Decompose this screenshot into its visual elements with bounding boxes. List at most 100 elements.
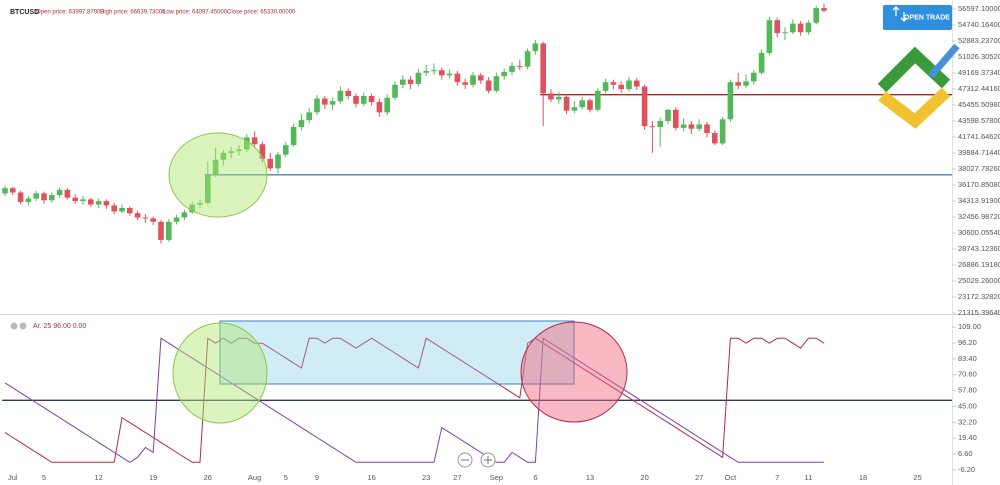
y-tick-label: -6.20 (958, 465, 975, 474)
logo-yellow (878, 87, 951, 129)
highlight-box (219, 320, 575, 385)
open-trade-button[interactable]: OPEN TRADE (883, 5, 952, 30)
low-price: Low price: 64097.45000 (163, 10, 228, 16)
candle-body (813, 8, 819, 23)
candle-body (540, 43, 546, 94)
candle-body (618, 84, 624, 90)
close-price: Close price: 65330.00000 (227, 10, 296, 16)
candle-body (290, 127, 297, 146)
close-icon[interactable] (19, 322, 27, 330)
candle-body (322, 98, 328, 105)
y-tick-label: 32.20 (958, 417, 977, 426)
header: BTCUSD Open price: 63997.87000 High pric… (10, 9, 296, 16)
x-tick-label: 19 (149, 473, 157, 482)
candle-body (353, 96, 359, 104)
x-tick-label: 13 (586, 473, 594, 482)
candle-body (751, 72, 757, 82)
candle-body (556, 96, 562, 100)
candle-body (329, 101, 336, 105)
y-tick-label: 51026.30520 (958, 52, 1000, 61)
candle-body (205, 175, 211, 203)
y-tick-label: 21315.39640 (958, 308, 1000, 317)
candle-body (212, 159, 219, 176)
candle-body (10, 188, 16, 193)
y-tick-label: 26886.19180 (958, 260, 1000, 269)
candle-body (314, 98, 320, 113)
y-tick-label: 47312.44160 (958, 84, 1000, 93)
candle-body (95, 201, 102, 205)
candle-body (415, 72, 422, 84)
settings-icon[interactable] (10, 322, 18, 330)
x-tick-label: 27 (453, 473, 461, 482)
candle-body (80, 199, 86, 202)
x-tick-label: 16 (367, 473, 375, 482)
candle-body (563, 96, 570, 111)
candle-body (696, 124, 702, 129)
candle-body (134, 213, 141, 218)
x-tick-label: 5 (284, 473, 288, 482)
marks: 56597.10000 54740.16400 52883.23700 51026.3… (2, 3, 1000, 482)
candle-body (2, 188, 8, 194)
x-tick-label: 27 (695, 473, 703, 482)
candle-body (56, 189, 63, 196)
candle-body (345, 90, 351, 97)
y-tick-label: 83.40 (958, 354, 977, 363)
candle-body (150, 218, 156, 222)
candle-body (758, 52, 765, 73)
candle-body (400, 79, 406, 85)
candle-body (119, 208, 125, 212)
candle-body (283, 145, 289, 155)
high-price: High price: 66639.73000 (100, 10, 166, 16)
candle-body (735, 82, 741, 86)
candle-body (25, 198, 32, 202)
candle-body (384, 97, 390, 113)
y-tick-label: 39884.71440 (958, 148, 1000, 157)
candle-body (649, 126, 656, 128)
indicator-line (4, 337, 825, 463)
candle-body (774, 20, 780, 34)
y-tick-label: 34313.91900 (958, 196, 1000, 205)
zoom-controls (457, 452, 496, 468)
candle-body (17, 192, 24, 202)
candle-body (493, 76, 500, 91)
candle-body (88, 199, 94, 205)
logo-blue (928, 43, 960, 79)
candle-body (454, 73, 461, 83)
x-tick-label: 25 (913, 473, 921, 482)
candle-body (712, 133, 718, 144)
button-bg[interactable] (883, 5, 952, 30)
candle-body (517, 65, 523, 67)
candle-body (673, 109, 679, 128)
y-tick-label: 56597.10000 (958, 4, 1000, 13)
y-tick-label: 109.00 (958, 322, 981, 331)
candle-body (532, 43, 539, 52)
candle-body (657, 120, 663, 128)
candle-body (704, 124, 710, 134)
candle-body (610, 82, 617, 85)
x-tick-label: 5 (42, 473, 46, 482)
candle-body (376, 102, 383, 113)
candle-body (181, 212, 188, 218)
candle-body (439, 70, 445, 76)
x-tick-label: Aug (248, 473, 261, 482)
open-price: Open price: 63997.87000 (36, 10, 104, 16)
y-tick-label: 49169.37340 (958, 68, 1000, 77)
x-tick-label: 7 (775, 473, 779, 482)
candle-body (641, 86, 648, 127)
y-tick-label: 36170.85080 (958, 180, 1000, 189)
candle-body (571, 107, 578, 111)
x-tick-label: Jul (8, 473, 18, 482)
x-tick-label: 23 (422, 473, 430, 482)
candle-body (392, 84, 398, 98)
candle-body (797, 23, 804, 33)
candle-body (251, 137, 258, 145)
indicator-header: Ar. 25 96.00 0.00 (10, 322, 86, 330)
candle-body (524, 51, 531, 67)
candle-body (158, 221, 164, 240)
candle-body (111, 205, 117, 212)
candle-body (41, 193, 47, 201)
button-text[interactable]: OPEN TRADE (904, 14, 950, 21)
highlight-circle (520, 321, 628, 423)
candle-body (485, 80, 492, 91)
